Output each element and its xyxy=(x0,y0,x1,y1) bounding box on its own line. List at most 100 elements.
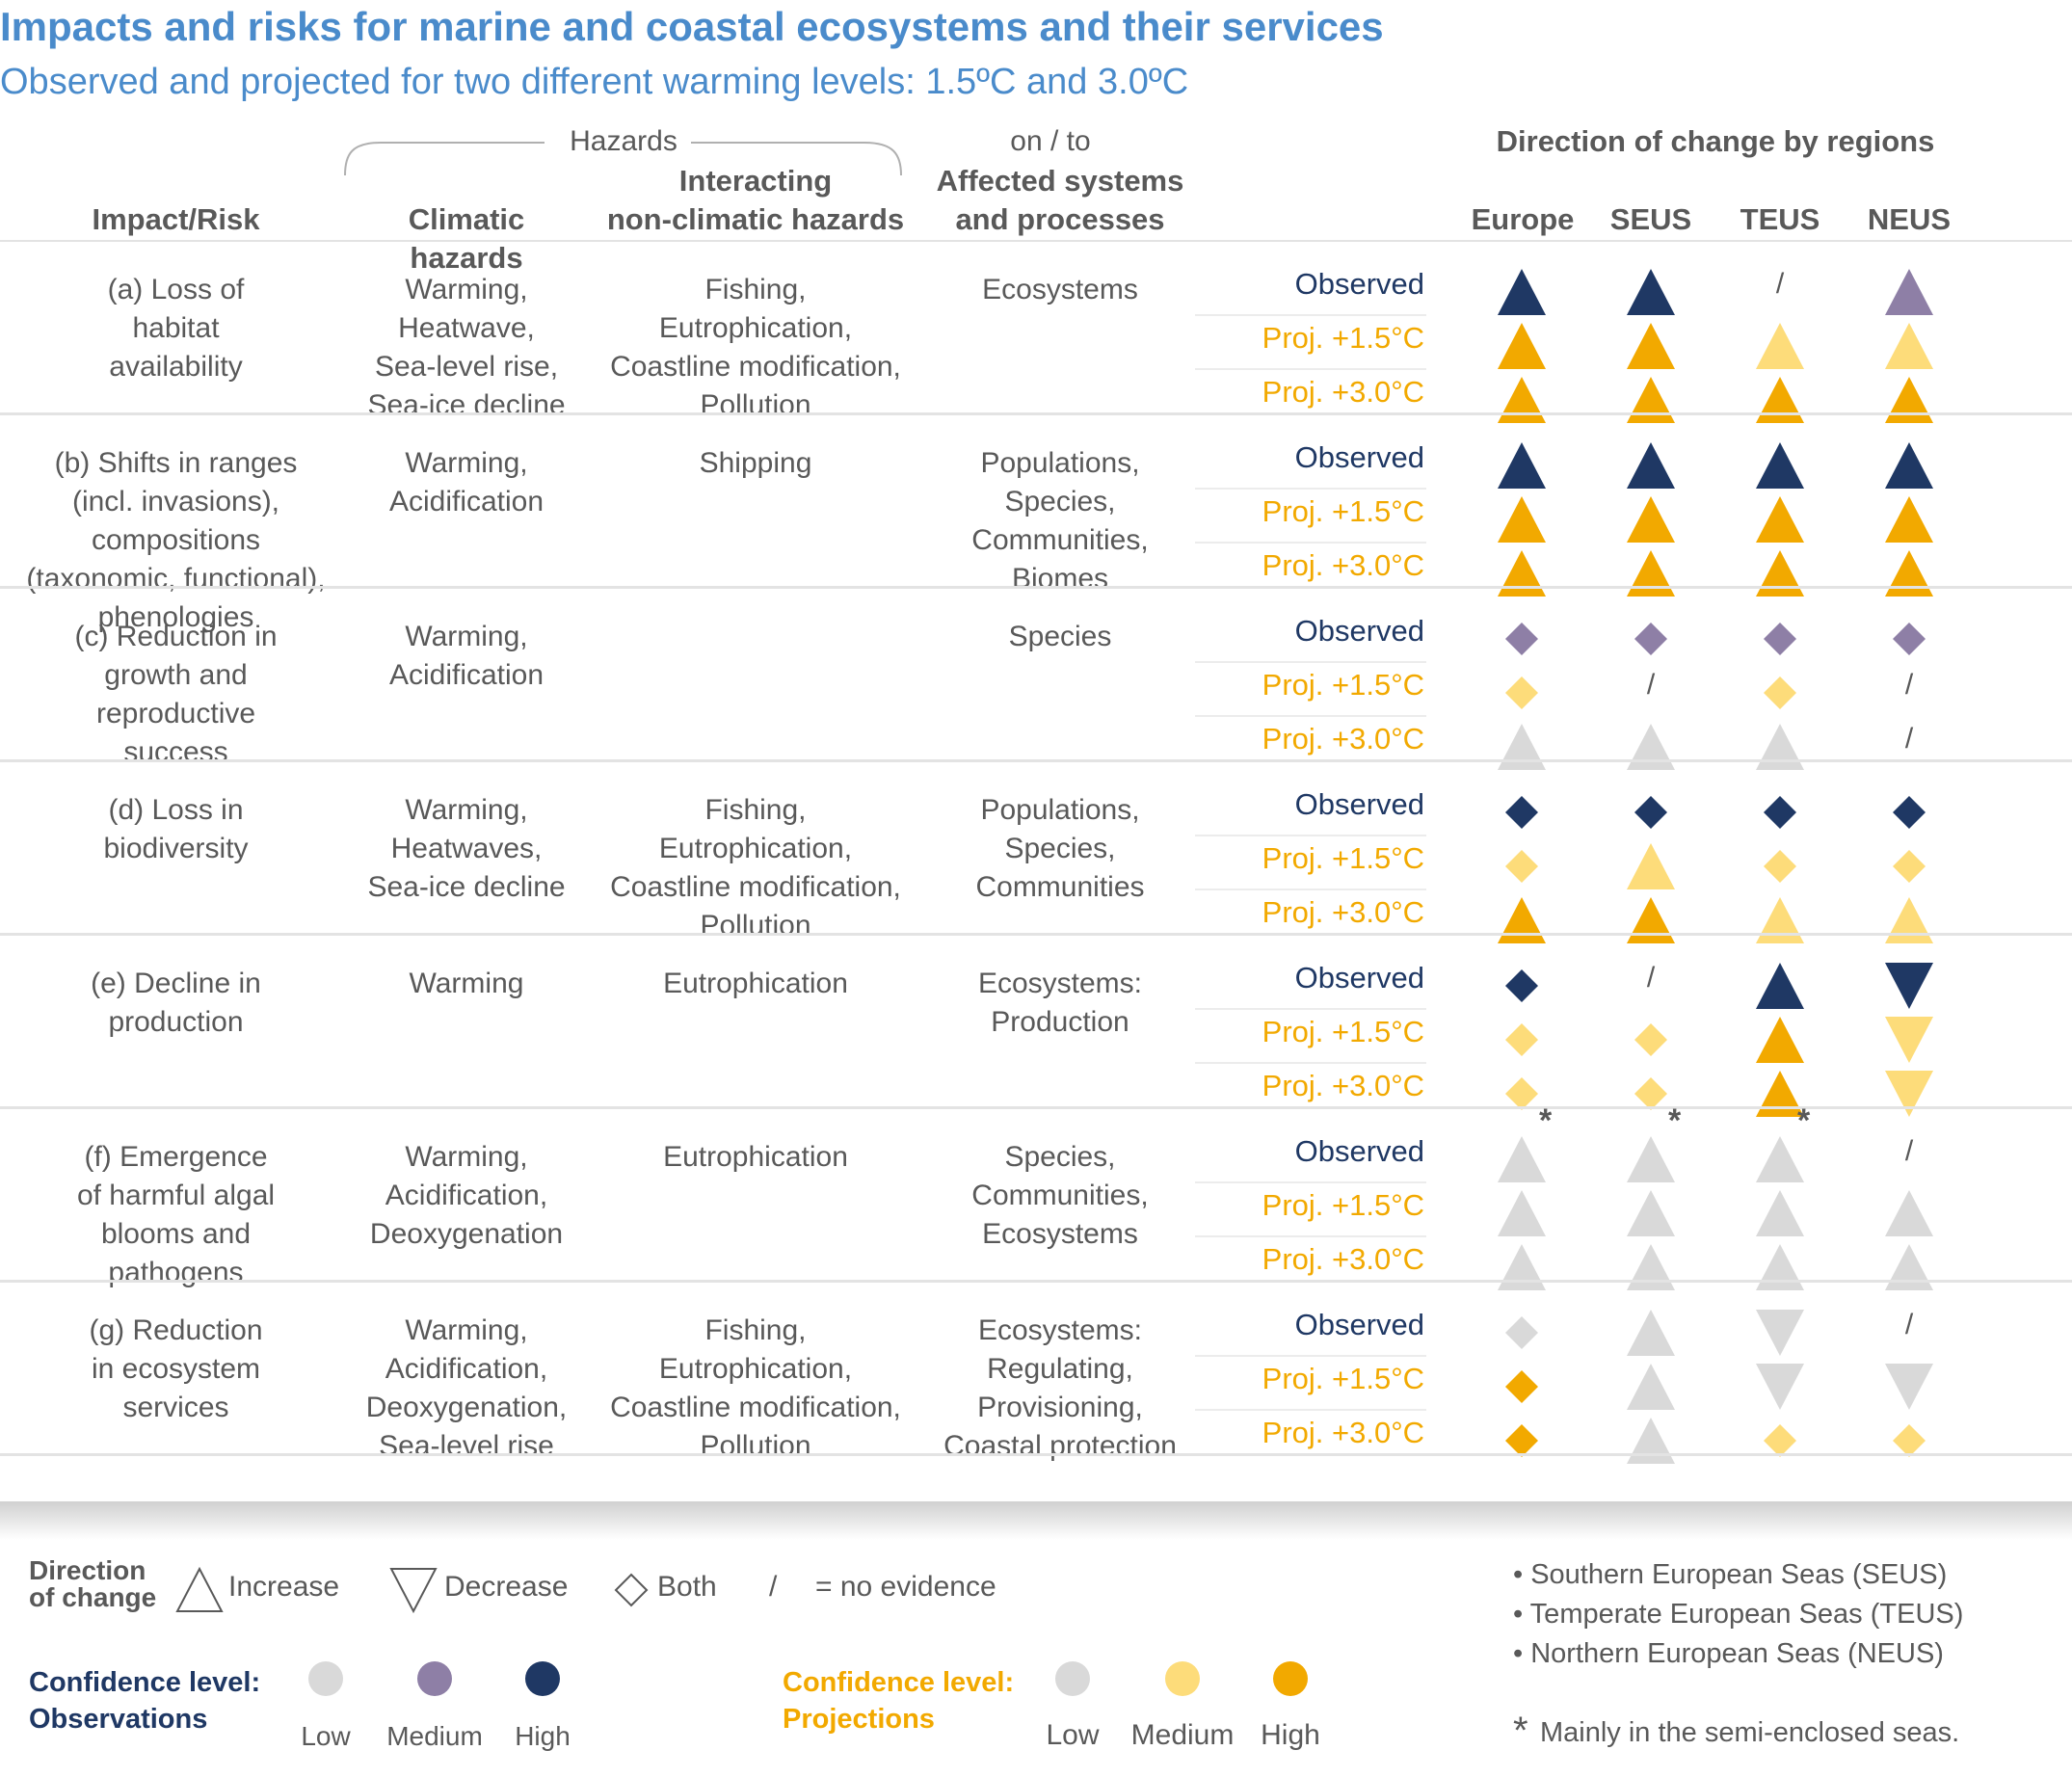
symbol-shape xyxy=(1893,850,1926,883)
observed-label: Observed xyxy=(1294,614,1424,648)
sub-row-divider xyxy=(1195,542,1426,544)
impact-text: (b) Shifts in ranges (incl. invasions), c… xyxy=(0,444,352,637)
observed-label: Observed xyxy=(1294,787,1424,821)
increase-triangle-icon xyxy=(1627,377,1675,423)
symbol-shape xyxy=(1627,1190,1675,1236)
increase-triangle-icon xyxy=(1885,323,1933,369)
climatic-hazards-text: Warming, Heatwave, Sea-level rise, Sea-ice … xyxy=(352,271,581,425)
observed-label: Observed xyxy=(1294,961,1424,995)
symbol-shape xyxy=(1885,897,1933,943)
increase-triangle-icon xyxy=(1498,724,1546,770)
both-diamond-icon xyxy=(1505,1424,1538,1457)
impact-text-line: (g) Reduction xyxy=(89,1314,263,1346)
no-evidence-mark: / xyxy=(1904,669,1914,701)
symbol-shape xyxy=(1764,796,1796,829)
climatic-hazards-text-line: Sea-ice decline xyxy=(367,389,566,421)
symbol-shape xyxy=(1756,963,1804,1009)
legend-obs-medium-label: Medium xyxy=(386,1721,483,1751)
impact-text-line: of harmful algal xyxy=(76,1180,276,1211)
both-diamond-icon xyxy=(1764,796,1796,829)
sub-row-divider xyxy=(1195,888,1426,890)
symbol-shape xyxy=(1756,323,1804,369)
symbol-shape xyxy=(1764,623,1796,655)
affected-systems-text-line: Ecosystems xyxy=(982,1218,1138,1250)
symbol-shape xyxy=(1498,897,1546,943)
increase-triangle-icon xyxy=(1498,323,1546,369)
climatic-hazards-text-line: Warming, xyxy=(405,447,528,479)
both-diamond-icon xyxy=(1893,623,1926,655)
symbol-shape xyxy=(1627,724,1675,770)
increase-triangle-icon xyxy=(1627,1418,1675,1464)
both-diamond-icon xyxy=(1505,1316,1538,1349)
symbol-shape xyxy=(1885,496,1933,543)
both-diamond-icon xyxy=(1893,1424,1926,1457)
impact-header: Impact/Risk xyxy=(92,202,260,236)
impact-text-line: (e) Decline in xyxy=(91,968,261,999)
legend-proj-high-label: High xyxy=(1261,1719,1320,1751)
increase-triangle-icon xyxy=(1885,1244,1933,1290)
affected-systems-text-line: Species, xyxy=(1004,486,1116,517)
symbol-shape xyxy=(1498,442,1546,489)
affected-systems-text-line: Species, xyxy=(1004,833,1116,864)
no-evidence-mark: / xyxy=(1775,268,1785,300)
nonclimatic-hazards-text-line: Coastline modification, xyxy=(610,871,901,903)
increase-triangle-icon xyxy=(1627,496,1675,543)
nonclimatic-hazards-text-line: Eutrophication, xyxy=(658,1353,853,1385)
sub-row-divider xyxy=(1195,1409,1426,1411)
affected-systems-text-line: Production xyxy=(991,1006,1129,1038)
impact-text-line: production xyxy=(108,1006,244,1038)
increase-triangle-icon xyxy=(1885,897,1933,943)
legend-direction-line1: Direction xyxy=(29,1555,146,1585)
symbol-shape xyxy=(1885,1071,1933,1117)
increase-triangle-icon xyxy=(1498,1136,1546,1182)
nonclimatic-hazards-text-line: Fishing, xyxy=(704,794,807,826)
legend-obs-low-circle xyxy=(308,1661,343,1696)
climatic-hazards-text-line: Heatwaves, xyxy=(390,833,543,864)
legend-conf-proj-line1: Confidence level: xyxy=(783,1667,1015,1698)
nonclimatic-hazards-text: Fishing, Eutrophication, Coastline modific… xyxy=(581,1312,930,1466)
symbol-shape xyxy=(1498,1136,1546,1182)
climatic-hazards-text-line: Warming, xyxy=(405,274,528,305)
symbol-shape xyxy=(1627,1364,1675,1410)
climatic-hazards-text-line: Acidification, xyxy=(385,1353,548,1385)
projection-label: Proj. +3.0°C xyxy=(1262,548,1424,582)
no-evidence-mark: / xyxy=(1904,1309,1914,1340)
both-diamond-icon xyxy=(1505,623,1538,655)
climatic-header: Climatic hazards xyxy=(408,202,525,275)
nonclimatic-hazards-text: Fishing, Eutrophication, Coastline modific… xyxy=(581,791,930,945)
symbol-shape xyxy=(1756,1364,1804,1410)
nonclimatic-hazards-text: Fishing, Eutrophication, Coastline modific… xyxy=(581,271,930,425)
symbol-shape xyxy=(1627,1310,1675,1356)
symbol-shape xyxy=(1627,323,1675,369)
increase-triangle-icon xyxy=(1756,323,1804,369)
increase-triangle-icon xyxy=(1756,550,1804,597)
increase-triangle-icon xyxy=(1498,1244,1546,1290)
legend-obs-high-label: High xyxy=(515,1721,571,1751)
impact-text-line: (d) Loss in xyxy=(108,794,244,826)
symbol-shape xyxy=(1756,897,1804,943)
symbol-shape xyxy=(1627,496,1675,543)
row-divider xyxy=(0,412,2072,415)
impact-text-line: growth and xyxy=(104,659,248,691)
legend-proj-medium-label: Medium xyxy=(1130,1719,1235,1751)
symbol-shape xyxy=(1505,969,1538,1002)
nonclimatic-hazards-text-line: Eutrophication, xyxy=(658,833,853,864)
impact-text-line: reproductive xyxy=(95,698,256,729)
observed-label: Observed xyxy=(1294,440,1424,474)
on-to-header: on / to xyxy=(1010,125,1091,157)
increase-triangle-icon xyxy=(1756,1136,1804,1182)
symbol-shape xyxy=(1498,269,1546,315)
note-teus: • Temperate European Seas (TEUS) xyxy=(1513,1599,1964,1630)
symbol-shape xyxy=(1505,1023,1538,1056)
both-diamond-icon xyxy=(1634,1023,1667,1056)
projection-label: Proj. +3.0°C xyxy=(1262,375,1424,409)
symbol-shape xyxy=(1756,1136,1804,1182)
impact-text-line: (incl. invasions), compositions xyxy=(71,486,280,556)
symbol-shape xyxy=(1885,1364,1933,1410)
sub-row-divider xyxy=(1195,1235,1426,1237)
climatic-hazards-text-line: Warming, xyxy=(405,1141,528,1173)
symbol-shape xyxy=(1498,550,1546,597)
region-teus: TEUS xyxy=(1740,202,1820,236)
increase-triangle-icon xyxy=(1627,1190,1675,1236)
nonclimatic-hazards-text-line: Eutrophication, xyxy=(658,312,853,344)
